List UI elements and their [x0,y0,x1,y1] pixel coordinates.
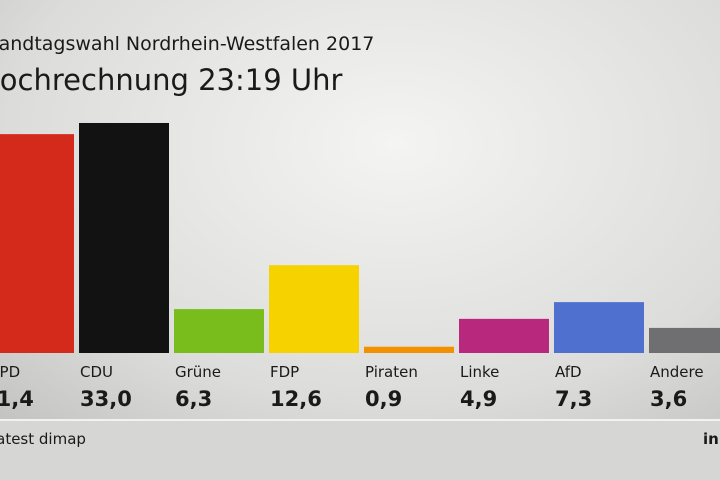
bar [174,309,264,353]
category-label: Linke [460,363,499,381]
footer-band [0,420,720,480]
source: infratest dimap [0,430,86,448]
bar [79,122,169,354]
value-label: 33,0 [80,387,132,411]
bar [554,302,644,353]
category-label: Andere [650,363,704,381]
unit: in % [703,430,720,448]
chart-title: Landtagswahl Nordrhein-Westfalen 2017 [0,33,374,55]
value-label: 6,3 [175,387,212,411]
chart-subtitle: Hochrechnung 23:19 Uhr [0,63,342,97]
bar [459,318,549,353]
value-label: 7,3 [555,387,592,411]
category-label: CDU [80,363,113,381]
bar [0,134,74,353]
category-label: SPD [0,363,20,381]
category-label: Grüne [175,363,221,381]
category-label: Piraten [365,363,418,381]
bar [649,327,720,353]
category-label: AfD [555,363,582,381]
bar [269,265,359,353]
value-label: 31,4 [0,387,34,411]
value-label: 0,9 [365,387,402,411]
value-label: 4,9 [460,387,497,411]
bar [364,346,454,353]
value-label: 3,6 [650,387,687,411]
value-label: 12,6 [270,387,322,411]
category-label: FDP [270,363,299,381]
